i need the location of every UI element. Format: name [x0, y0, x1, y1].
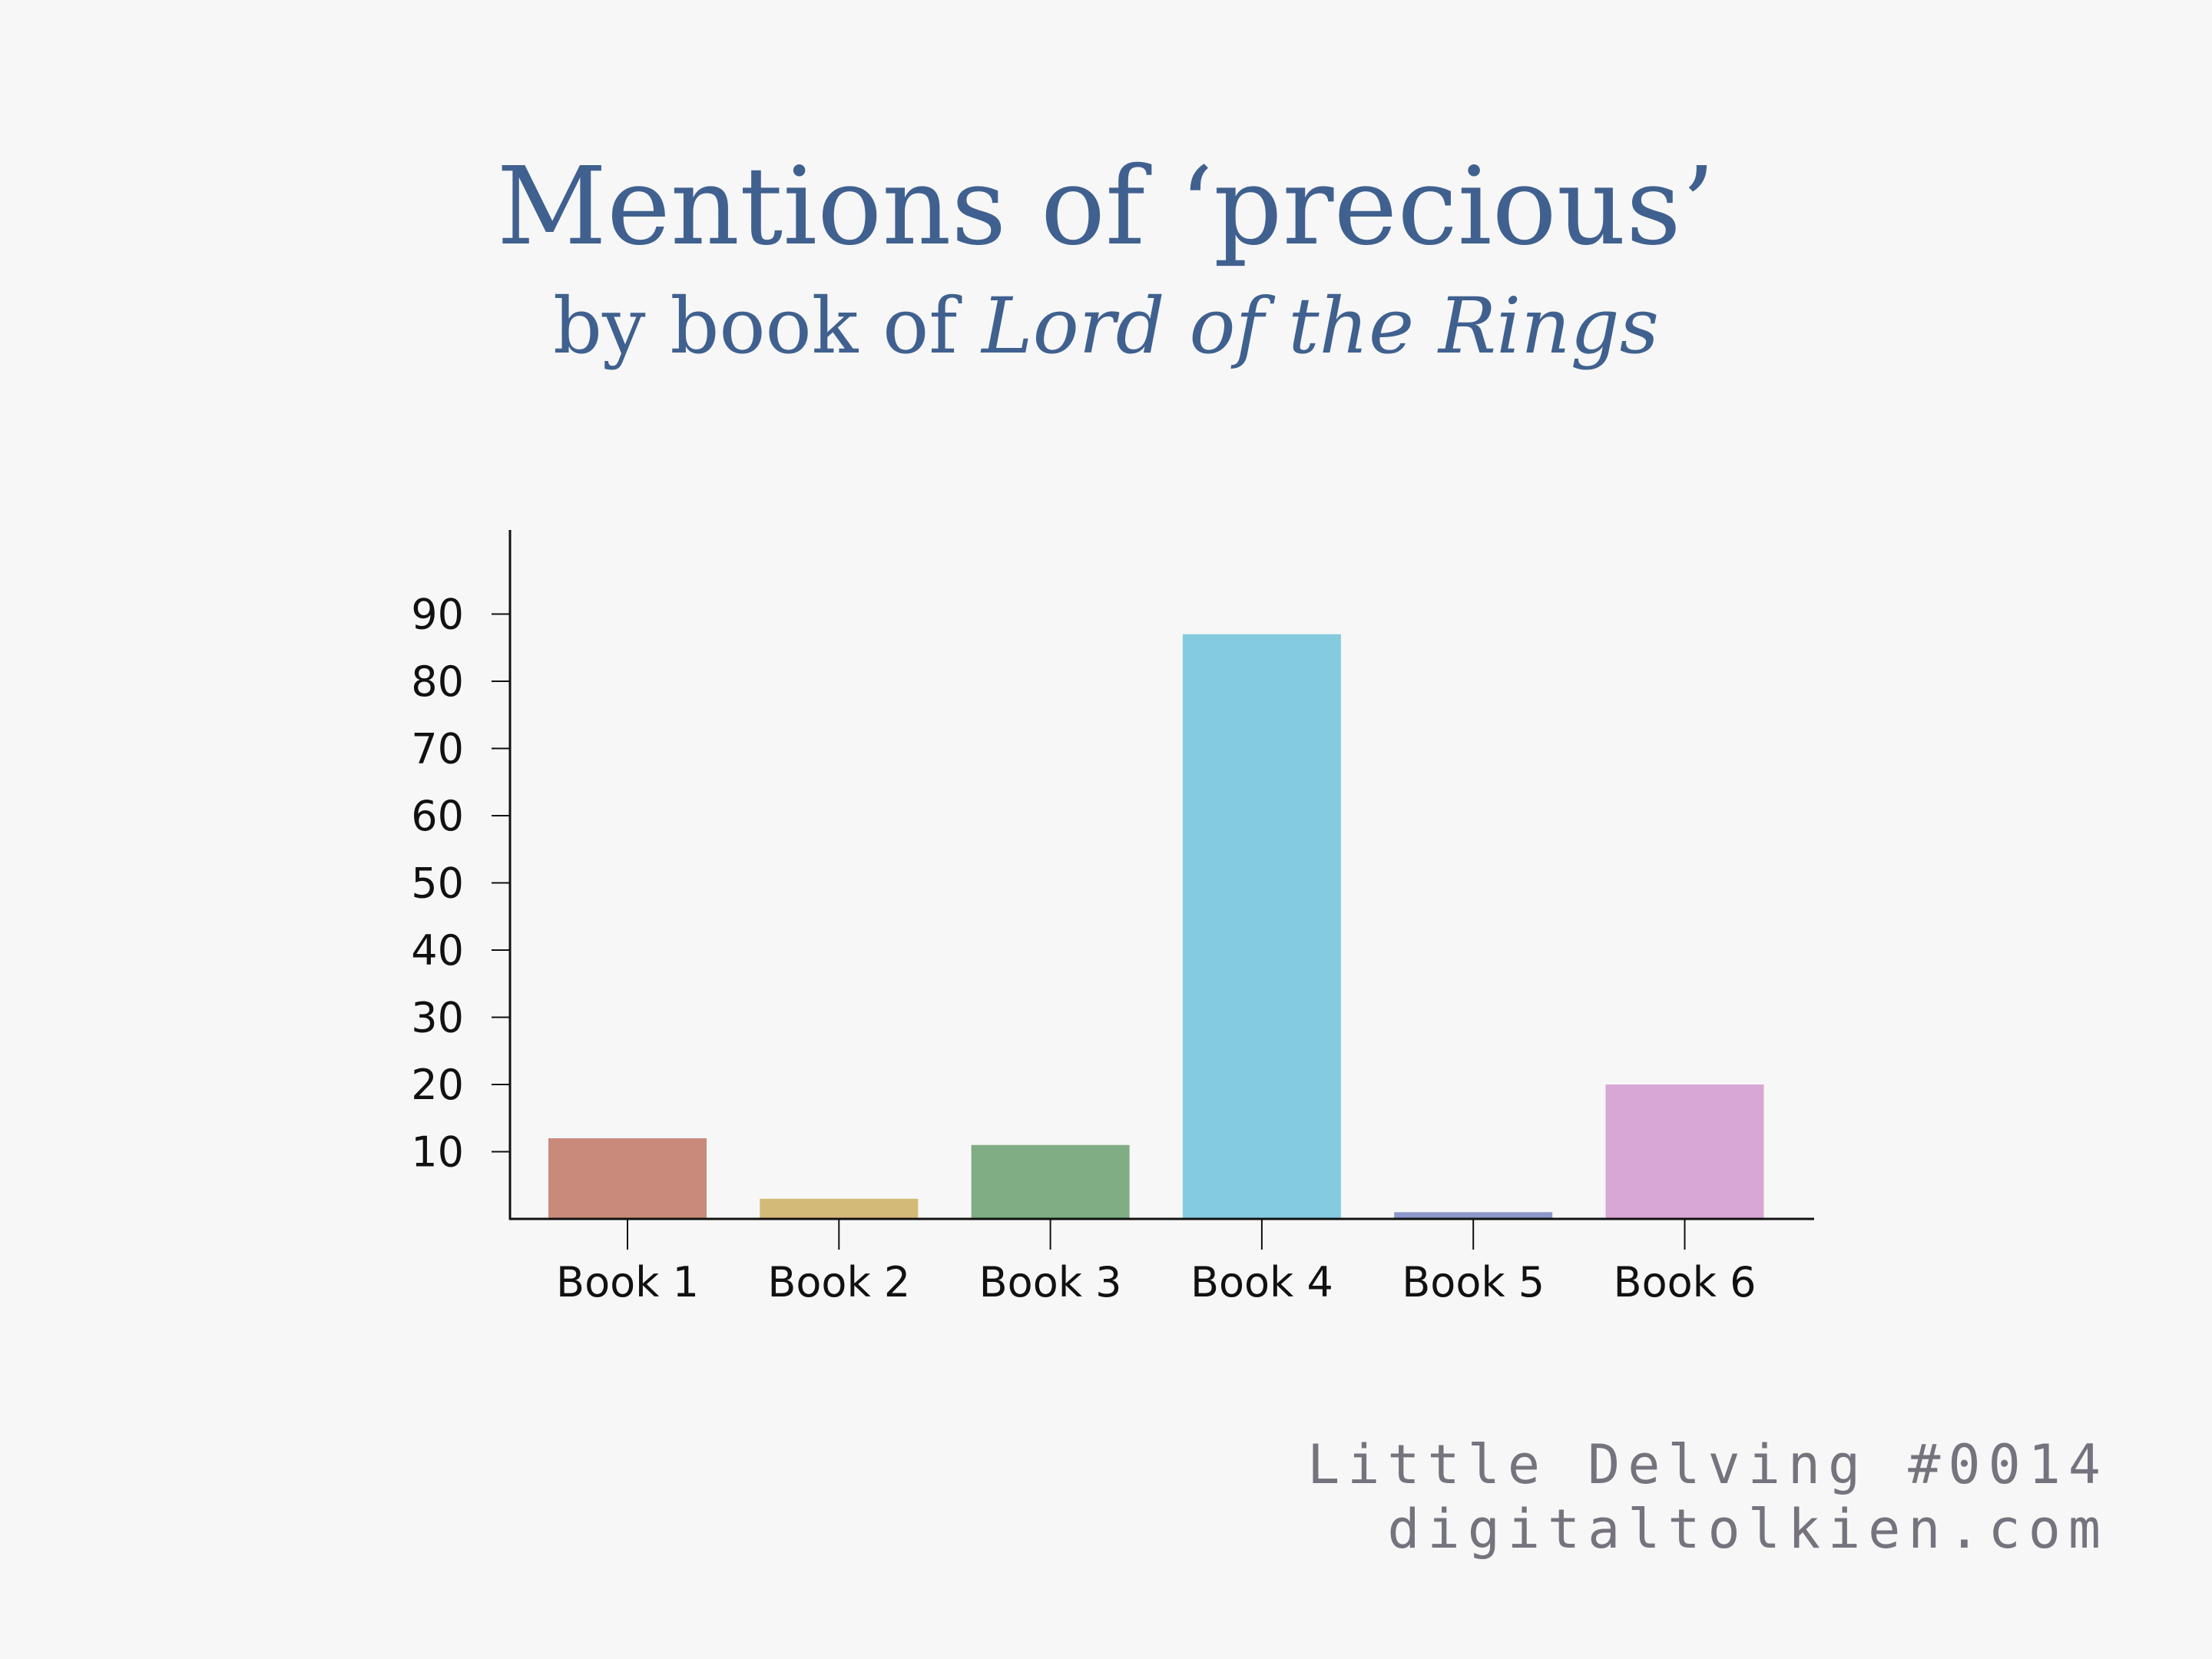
credit: Little Delving #0014 digitaltolkien.com	[1307, 1432, 2108, 1561]
x-tick-label: Book 1	[556, 1258, 699, 1306]
y-tick-label: 50	[411, 859, 464, 908]
chart-title: Mentions of ‘precious’	[496, 144, 1716, 270]
subtitle-italic: Lord of the Rings	[982, 281, 1659, 371]
subtitle-prefix: by book of	[553, 281, 982, 371]
bar-book-1	[548, 1138, 707, 1219]
y-tick-label: 60	[411, 792, 464, 840]
bars-layer	[548, 634, 1764, 1219]
credit-line-2: digitaltolkien.com	[1387, 1498, 2108, 1561]
y-tick-label: 40	[411, 926, 464, 975]
x-tick-label: Book 4	[1190, 1258, 1333, 1306]
bar-book-5	[1394, 1212, 1553, 1219]
y-tick-label: 30	[411, 994, 464, 1042]
chart-subtitle: by book of Lord of the Rings	[0, 276, 2212, 376]
bar-book-3	[971, 1144, 1130, 1219]
x-tick-label: Book 6	[1614, 1258, 1757, 1306]
bar-book-6	[1605, 1084, 1764, 1219]
x-tick-label: Book 3	[979, 1258, 1122, 1306]
y-tick-label: 20	[411, 1061, 464, 1109]
y-tick-label: 70	[411, 725, 464, 773]
title-block: Mentions of ‘precious’ by book of Lord o…	[0, 142, 2212, 376]
bar-book-2	[760, 1198, 919, 1219]
y-tick-label: 90	[411, 591, 464, 639]
axes-layer: Book 1 Book 2 Book 3 Book 4 Book 5 Book 6 10 20…	[411, 530, 1814, 1306]
bar-book-4	[1182, 634, 1341, 1219]
x-tick-label: Book 5	[1402, 1258, 1545, 1306]
x-tick-label: Book 2	[767, 1258, 910, 1306]
y-tick-label: 80	[411, 657, 464, 706]
credit-line-1: Little Delving #0014	[1307, 1433, 2108, 1496]
y-tick-label: 10	[411, 1128, 464, 1177]
